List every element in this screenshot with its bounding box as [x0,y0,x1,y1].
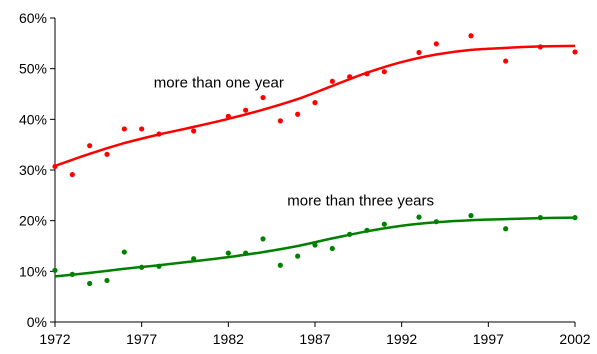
y-tick-label: 30% [19,162,47,178]
data-point-series-2 [416,214,422,220]
trend-lines [54,44,576,278]
data-point-series-2 [191,256,197,262]
data-point-series-2 [69,271,75,277]
data-point-series-2 [139,264,145,270]
data-point-series-2 [52,267,58,273]
data-point-series-2 [329,245,335,252]
data-point-series-1 [277,118,283,124]
data-point-series-1 [364,71,370,77]
data-point-series-1 [537,44,543,50]
x-tick-label: 1997 [473,331,504,347]
y-tick-label: 10% [19,263,47,279]
data-point-series-1 [52,163,58,170]
y-tick-label: 20% [19,213,47,229]
data-point-series-2 [468,213,474,219]
x-tick-label: 1977 [126,331,157,347]
x-axis-ticks: 1972 1977 1982 1987 1992 1997 2002 [39,322,591,347]
data-point-series-2 [295,253,301,259]
data-point-series-2 [277,262,283,268]
data-point-series-1 [295,111,301,117]
data-point-series-1 [329,78,335,84]
data-point-series-1 [243,107,249,113]
data-point-series-1 [433,41,439,47]
data-point-series-1 [572,49,578,55]
data-point-series-2 [156,263,162,269]
data-point-series-1 [468,33,474,39]
data-point-series-2 [537,215,543,221]
data-point-series-2 [503,226,509,232]
series-label-1: more than one year [154,74,284,91]
x-tick-label: 1992 [386,331,417,347]
data-point-series-1 [260,94,266,101]
x-tick-label: 2002 [559,331,590,347]
data-point-series-1 [503,58,509,64]
data-point-series-2 [225,250,231,256]
x-tick-label: 1982 [213,331,244,347]
data-point-series-2 [243,250,249,256]
axes [54,18,575,323]
y-tick-label: 60% [19,10,47,26]
data-point-series-1 [347,74,353,80]
data-point-series-1 [87,143,93,149]
x-tick-label: 1972 [39,331,70,347]
y-tick-label: 50% [19,61,47,77]
data-point-series-2 [121,249,127,255]
trend-line-series-1 [54,44,576,168]
x-tick-label: 1987 [299,331,330,347]
data-point-series-1 [416,49,422,56]
data-point-series-2 [260,236,266,242]
data-points [52,33,578,287]
data-point-series-1 [191,128,197,134]
data-point-series-1 [104,151,110,157]
y-axis-ticks: 0% 10% 20% 30% 40% 50% 60% [19,10,55,330]
y-tick-label: 40% [19,111,47,127]
data-point-series-1 [225,113,231,119]
data-point-series-2 [433,219,439,225]
data-point-series-2 [104,277,110,284]
data-point-series-1 [381,69,387,75]
series-annotations: more than one year more than three years [154,74,434,209]
data-point-series-1 [139,126,145,132]
series-label-2: more than three years [287,192,434,209]
data-point-series-1 [312,100,318,106]
data-point-series-2 [572,215,578,221]
data-point-series-1 [156,131,162,137]
data-point-series-1 [121,126,127,132]
data-point-series-2 [347,231,353,237]
y-tick-label: 0% [27,314,47,330]
data-point-series-2 [381,221,387,227]
data-point-series-2 [364,227,370,233]
data-point-series-2 [312,242,318,248]
data-point-series-1 [69,171,75,178]
data-point-series-2 [87,280,93,287]
